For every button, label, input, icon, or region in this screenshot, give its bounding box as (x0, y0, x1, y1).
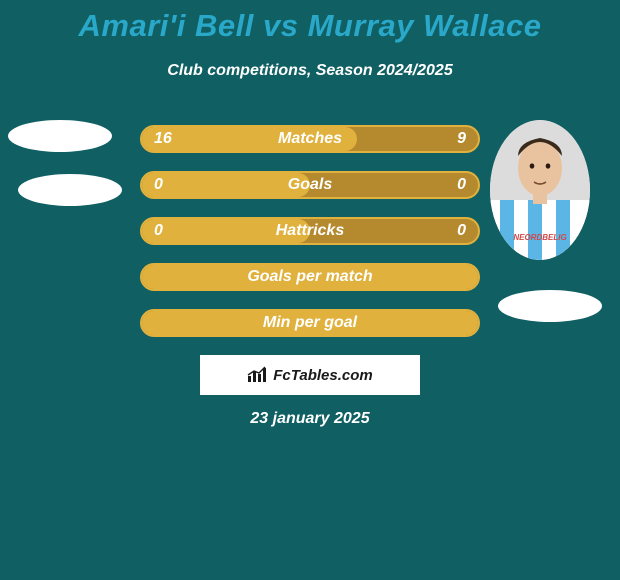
bar-chart-icon (247, 366, 269, 384)
stat-label: Hattricks (142, 222, 478, 240)
subtitle: Club competitions, Season 2024/2025 (0, 62, 620, 80)
stat-value-right: 9 (457, 130, 466, 148)
stat-row-min-per-goal: Min per goal (140, 309, 480, 337)
player-photo: NEORDBELIG (490, 120, 590, 260)
stat-value-left: 16 (154, 130, 172, 148)
stat-value-right: 0 (457, 222, 466, 240)
svg-text:NEORDBELIG: NEORDBELIG (513, 233, 566, 242)
date-label: 23 january 2025 (0, 410, 620, 428)
decorative-ellipse-3 (498, 290, 602, 322)
stat-label: Matches (142, 130, 478, 148)
decorative-ellipse-2 (18, 174, 122, 206)
brand-logo: FcTables.com (200, 355, 420, 395)
stat-row-hattricks: Hattricks0 0 (140, 217, 480, 245)
stat-label: Min per goal (142, 314, 478, 332)
stat-row-goals: Goals0 0 (140, 171, 480, 199)
stat-value-left: 0 (154, 222, 163, 240)
page-title: Amari'i Bell vs Murray Wallace (0, 8, 620, 44)
stat-label: Goals (142, 176, 478, 194)
brand-text: FcTables.com (273, 367, 372, 384)
stat-row-goals-per-match: Goals per match (140, 263, 480, 291)
stat-value-right: 0 (457, 176, 466, 194)
stat-label: Goals per match (142, 268, 478, 286)
decorative-ellipse-1 (8, 120, 112, 152)
stat-row-matches: Matches16 9 (140, 125, 480, 153)
stat-value-left: 0 (154, 176, 163, 194)
